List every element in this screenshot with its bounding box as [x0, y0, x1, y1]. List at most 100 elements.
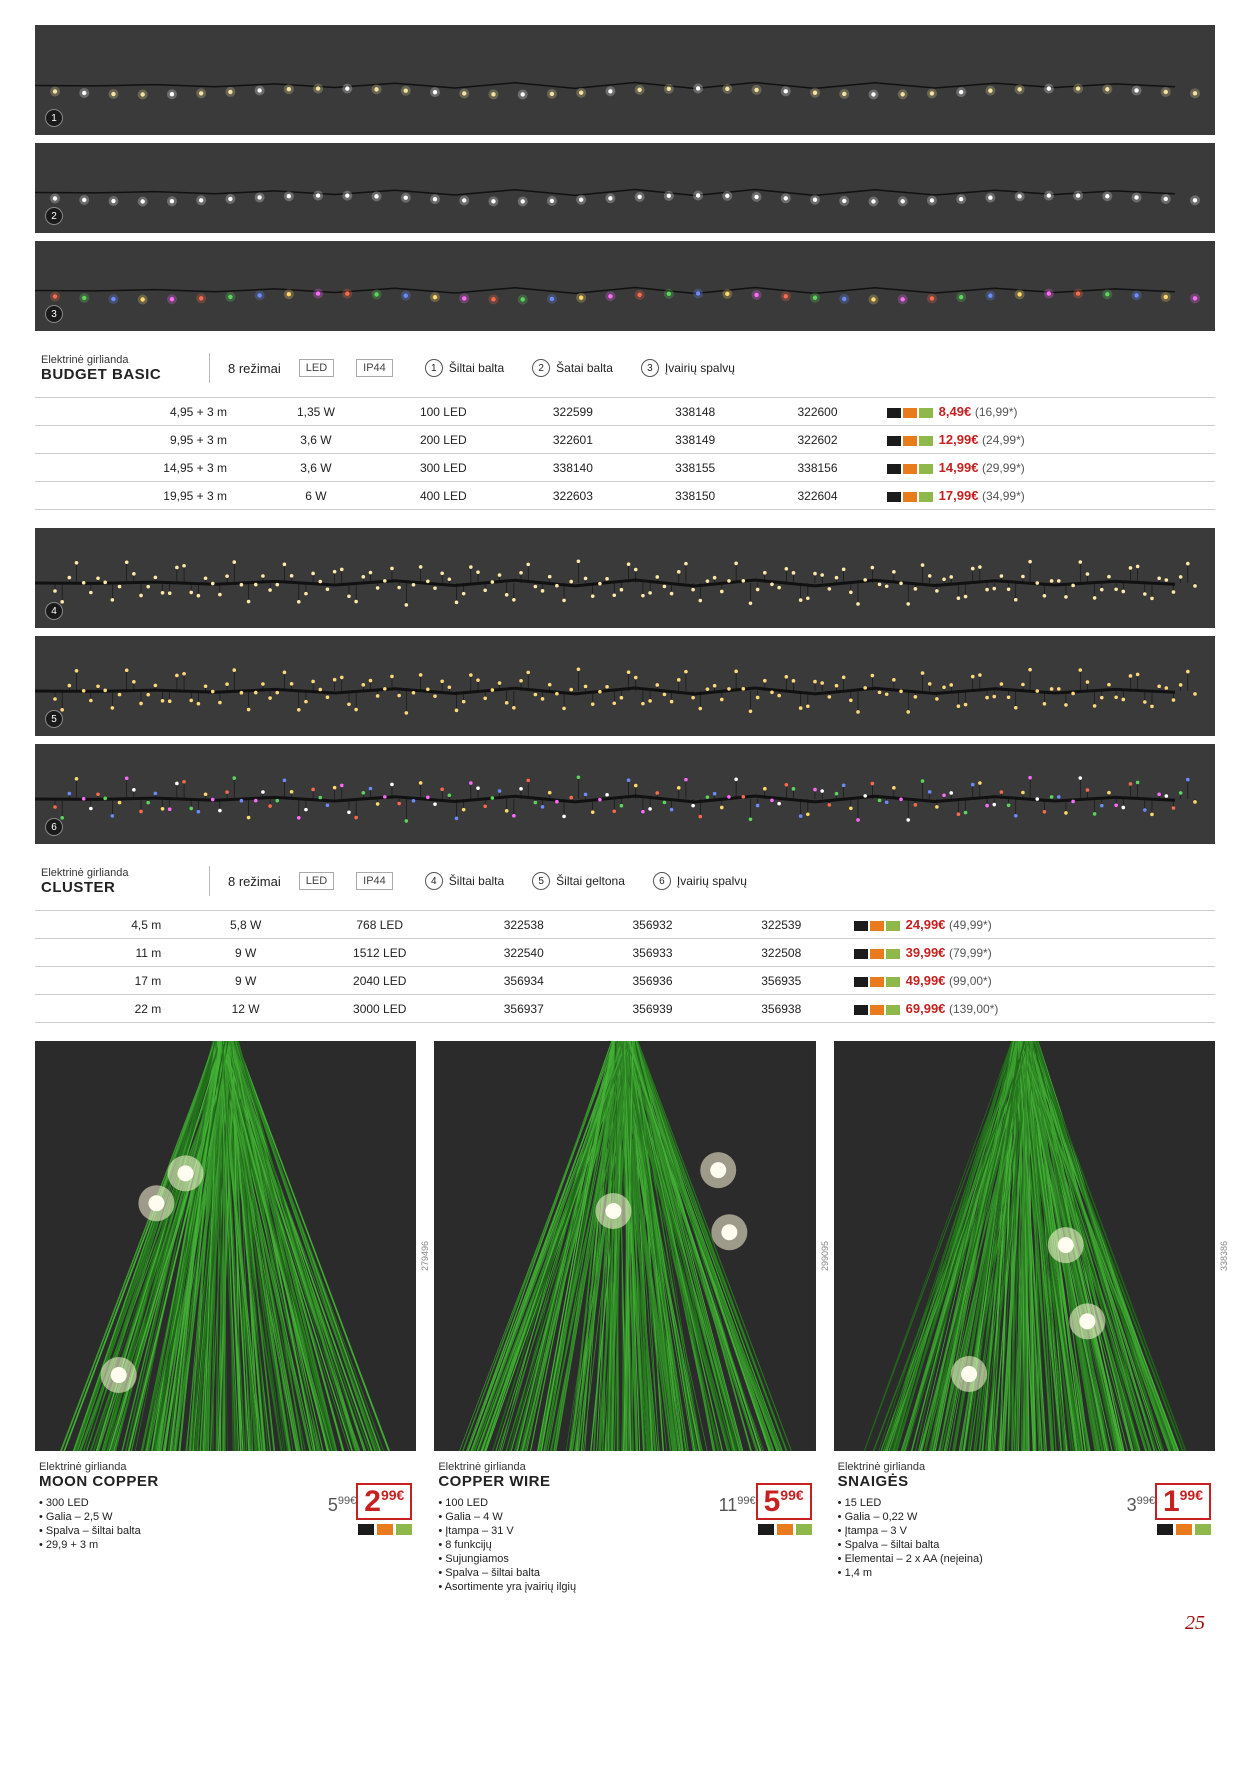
section-subtitle: Elektrinė girlianda [41, 354, 191, 366]
strip-number-badge: 5 [45, 710, 63, 728]
price-box: 1199€599€ [702, 1461, 812, 1594]
swatch [886, 921, 900, 931]
variant-text: Įvairių spalvų [677, 874, 747, 888]
spec-item: Spalva – šiltai balta [838, 1538, 1091, 1552]
cell-price: 24,99€ (49,99*) [846, 911, 1215, 939]
cell-length: 11 m [35, 939, 191, 967]
price-old: 599€ [328, 1495, 356, 1516]
price-current: 599€ [756, 1483, 812, 1520]
cell-code: 356936 [588, 967, 717, 995]
swatch [870, 921, 884, 931]
cell-price: 49,99€ (99,00*) [846, 967, 1215, 995]
product-sku: 338386 [1219, 1241, 1229, 1271]
cell-led: 200 LED [375, 426, 512, 454]
swatch [919, 408, 933, 418]
spec-chip: LED [299, 359, 334, 377]
section-header: Elektrinė girliandaBUDGET BASIC8 režimai… [35, 339, 1215, 393]
cell-led: 2040 LED [300, 967, 459, 995]
product-sku: 299095 [820, 1241, 830, 1271]
page-number: 25 [35, 1612, 1215, 1635]
swatch [886, 977, 900, 987]
spec-item: 100 LED [438, 1496, 691, 1510]
spec-item: 8 funkcijų [438, 1538, 691, 1552]
variant-number: 2 [532, 359, 550, 377]
swatch [903, 436, 917, 446]
cell-led: 3000 LED [300, 995, 459, 1023]
strip-number-badge: 3 [45, 305, 63, 323]
swatch [887, 464, 901, 474]
cell-price: 8,49€ (16,99*) [879, 398, 1215, 426]
spec-item: Elementai – 2 x AA (neįeina) [838, 1552, 1091, 1566]
cell-power: 5,8 W [191, 911, 300, 939]
color-swatches [854, 949, 900, 959]
swatch [396, 1524, 412, 1535]
cell-length: 14,95 + 3 m [35, 454, 257, 482]
divider [209, 866, 210, 896]
cell-led: 400 LED [375, 482, 512, 510]
swatch [870, 1005, 884, 1015]
cell-code: 322600 [756, 398, 878, 426]
cell-price: 17,99€ (34,99*) [879, 482, 1215, 510]
color-swatches [887, 408, 933, 418]
section-header: Elektrinė girliandaCLUSTER8 režimaiLEDIP… [35, 852, 1215, 906]
cell-code: 338148 [634, 398, 756, 426]
cell-price: 14,99€ (29,99*) [879, 454, 1215, 482]
swatch [854, 977, 868, 987]
swatch [919, 464, 933, 474]
product-card: 338386Elektrinė girliandaSNAIGĖS15 LEDGa… [834, 1041, 1215, 1594]
swatch [887, 492, 901, 502]
swatch [854, 949, 868, 959]
swatch [777, 1524, 793, 1535]
variant-label: 5Šiltai geltona [532, 872, 625, 890]
price-old: (16,99*) [975, 405, 1018, 419]
cell-led: 300 LED [375, 454, 512, 482]
variant-label: 1Šiltai balta [425, 359, 504, 377]
strip-number-badge: 1 [45, 109, 63, 127]
price-old: (99,00*) [949, 974, 992, 988]
price-current: 24,99€ [906, 917, 949, 932]
cell-code: 322538 [459, 911, 588, 939]
spec-chip: IP44 [356, 872, 393, 890]
product-title: MOON COPPER [39, 1473, 292, 1490]
cell-length: 4,5 m [35, 911, 191, 939]
color-swatches [887, 464, 933, 474]
price-old: (79,99*) [949, 946, 992, 960]
swatch [870, 977, 884, 987]
product-subtitle: Elektrinė girlianda [39, 1461, 292, 1473]
cell-length: 22 m [35, 995, 191, 1023]
cell-code: 356932 [588, 911, 717, 939]
price-box: 599€299€ [302, 1461, 412, 1552]
table-row: 11 m9 W1512 LED32254035693332250839,99€ … [35, 939, 1215, 967]
spec-item: 1,4 m [838, 1566, 1091, 1580]
swatch [903, 408, 917, 418]
spec-item: Asortimente yra įvairių ilgių [438, 1580, 691, 1594]
variant-label: 2Šatai balta [532, 359, 613, 377]
table-row: 9,95 + 3 m3,6 W200 LED322601338149322602… [35, 426, 1215, 454]
cell-code: 322602 [756, 426, 878, 454]
swatch [1195, 1524, 1211, 1535]
spec-item: 29,9 + 3 m [39, 1538, 292, 1552]
product-sku: 279496 [420, 1241, 430, 1271]
cell-power: 12 W [191, 995, 300, 1023]
table-row: 14,95 + 3 m3,6 W300 LED33814033815533815… [35, 454, 1215, 482]
table-row: 4,95 + 3 m1,35 W100 LED32259933814832260… [35, 398, 1215, 426]
swatch [903, 492, 917, 502]
price-current: 17,99€ [939, 488, 982, 503]
price-old: (49,99*) [949, 918, 992, 932]
swatch [796, 1524, 812, 1535]
swatch [358, 1524, 374, 1535]
color-swatches [854, 977, 900, 987]
product-specs: 300 LEDGalia – 2,5 WSpalva – šiltai balt… [39, 1496, 292, 1552]
section-subtitle: Elektrinė girlianda [41, 867, 191, 879]
light-strip: 1 [35, 25, 1215, 135]
swatch [919, 436, 933, 446]
cell-code: 356937 [459, 995, 588, 1023]
product-title: COPPER WIRE [438, 1473, 691, 1490]
swatch [758, 1524, 774, 1535]
swatch [886, 949, 900, 959]
variant-label: 4Šiltai balta [425, 872, 504, 890]
cell-power: 9 W [191, 939, 300, 967]
cell-power: 6 W [257, 482, 375, 510]
product-image [434, 1041, 815, 1451]
color-swatches [854, 921, 900, 931]
